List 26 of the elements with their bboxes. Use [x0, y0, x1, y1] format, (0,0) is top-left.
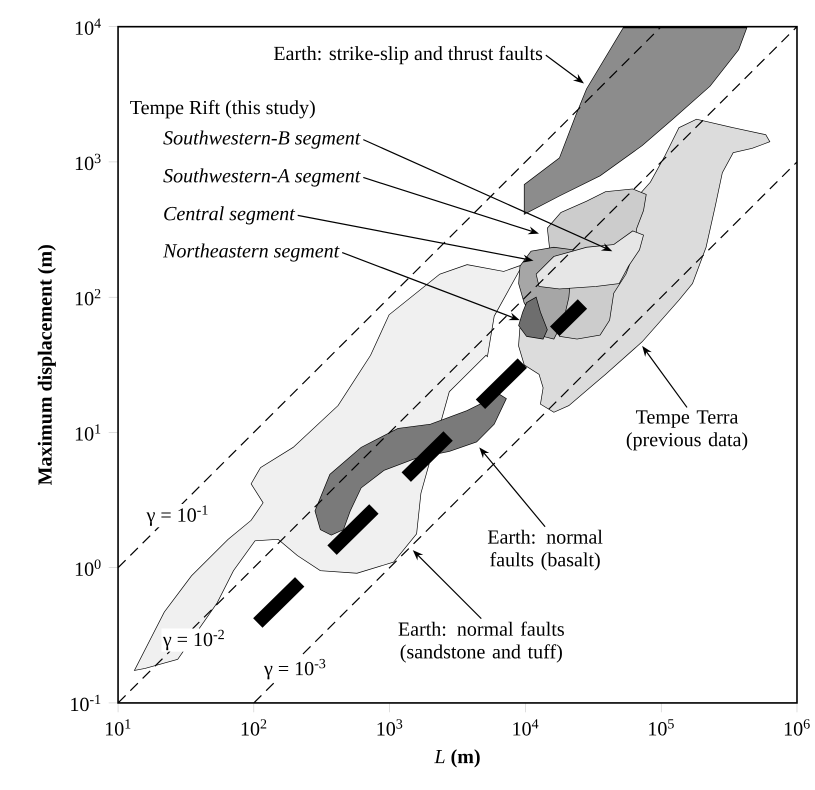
y-tick-label: 10$^{0}$	[76, 560, 101, 576]
y-tick-label: 10$^{3}$	[76, 154, 101, 170]
annotation: Tempe Rift (this study)	[130, 100, 315, 119]
x-tick-label: 10$^{2}$	[242, 719, 266, 736]
annotation: Central segment	[164, 206, 296, 225]
annotation: Southwestern-B segment	[163, 130, 361, 149]
annotation: Northeastern segment	[162, 244, 340, 262]
x-tick-label: 10$^{6}$	[784, 719, 810, 736]
x-tick-label: 10$^{3}$	[378, 719, 402, 736]
annotation: γ = 10$^{-2}$	[162, 630, 224, 650]
y-tick-label: 10$^{-1}$	[71, 694, 100, 712]
annotation: Earth: strike-slip and thrust faults	[274, 46, 542, 64]
annotation: Southwestern-A segment	[163, 168, 361, 187]
annotation: γ = 10$^{-1}$	[146, 506, 208, 526]
annotation: Earth: normal faults (basalt)	[488, 530, 602, 571]
x-tick-label: 10$^{4}$	[513, 719, 538, 736]
y-tick-label: 10$^{4}$	[76, 18, 101, 36]
x-axis-title: L (m)	[434, 749, 480, 768]
x-tick-label: 10$^{5}$	[649, 719, 674, 736]
y-tick-label: 10$^{2}$	[76, 289, 100, 306]
y-tick-label: 10$^{1}$	[76, 424, 100, 441]
annotation: Earth: normal faults (sandstone and tuff)	[398, 622, 564, 663]
annotation: Tempe Terra (previous data)	[626, 410, 748, 451]
y-axis-title: Maximum displacement (m)	[38, 245, 56, 486]
x-tick-label: 10$^{1}$	[106, 719, 130, 736]
annotation: γ = 10$^{-3}$	[264, 659, 326, 680]
